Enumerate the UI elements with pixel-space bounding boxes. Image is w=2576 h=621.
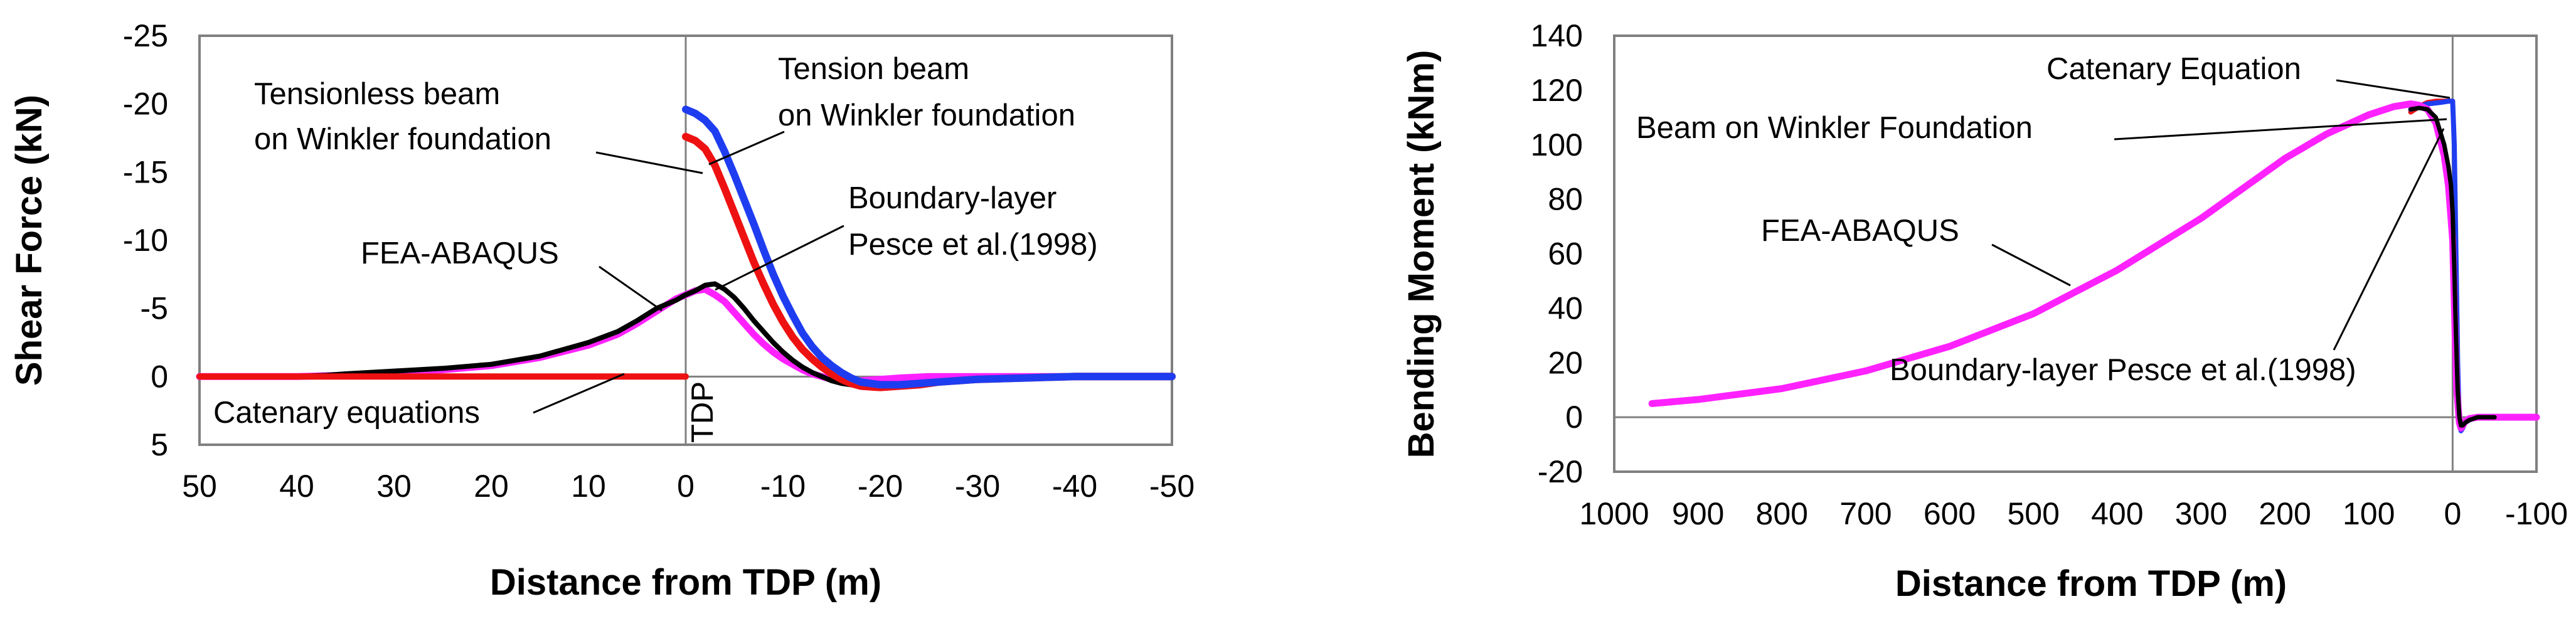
annotation-tensionless-line2: on Winkler foundation bbox=[254, 122, 551, 156]
annotation-fea-1-text: FEA-ABAQUS bbox=[361, 236, 559, 270]
annotation-winkler: Beam on Winkler Foundation bbox=[1636, 111, 2447, 145]
annotation-fea-2-text: FEA-ABAQUS bbox=[1761, 214, 1959, 248]
y-tick-label-2: 0 bbox=[1565, 400, 1583, 435]
x-tick-label-1: -50 bbox=[1149, 469, 1195, 504]
x-tick-label-1: -30 bbox=[955, 469, 1000, 504]
annotation-catenary-1-text: Catenary equations bbox=[213, 396, 480, 430]
annotation-boundary-layer-2: Boundary-layer Pesce et al.(1998) bbox=[1890, 128, 2445, 387]
x-tick-label-2: 300 bbox=[2175, 496, 2227, 531]
y-tick-label-1: -20 bbox=[123, 87, 168, 122]
x-tick-label-2: 1000 bbox=[1579, 496, 1649, 531]
y-tick-label-1: -15 bbox=[123, 154, 168, 189]
annotation-boundary-line2: Pesce et al.(1998) bbox=[848, 228, 1098, 262]
x-tick-label-1: 20 bbox=[474, 469, 509, 504]
series-line-tension-beam-on-winkler-foundation bbox=[682, 105, 1176, 389]
y-tick-label-2: 140 bbox=[1531, 18, 1583, 53]
x-tick-label-2: 600 bbox=[1924, 496, 1976, 531]
annotation-fea-2: FEA-ABAQUS bbox=[1761, 214, 2071, 287]
annotation-tension-line2: on Winkler foundation bbox=[778, 98, 1075, 132]
annotation-catenary-2-text: Catenary Equation bbox=[2046, 52, 2301, 86]
y-tick-label-2: -20 bbox=[1538, 454, 1583, 489]
x-axis-label-2: Distance from TDP (m) bbox=[1895, 563, 2287, 604]
y-tick-label-1: -25 bbox=[123, 18, 168, 53]
x-tick-label-1: -10 bbox=[760, 469, 806, 504]
annotation-boundary-2-text: Boundary-layer Pesce et al.(1998) bbox=[1890, 353, 2356, 387]
y-tick-label-1: 5 bbox=[151, 427, 168, 462]
y-tick-label-1: -10 bbox=[123, 223, 168, 258]
series-line-boundary-layer-pesce-et-al-1998 bbox=[2408, 105, 2497, 428]
annotation-tensionless: Tensionless beam on Winkler foundation bbox=[254, 77, 703, 174]
annotation-catenary-1: Catenary equations bbox=[213, 373, 625, 430]
x-tick-label-1: 40 bbox=[279, 469, 314, 504]
x-ticks-2: 1000 900 800 700 600 500 400 300 200 100 0 -100 bbox=[1579, 496, 2568, 531]
x-ticks-1: 50 40 30 20 10 0 -10 -20 -30 -40 -50 bbox=[182, 469, 1195, 504]
leader-tensionless bbox=[595, 151, 703, 174]
y-axis-label-2: Bending Moment (kNm) bbox=[1401, 50, 1442, 459]
annotation-boundary-line1: Boundary-layer bbox=[848, 181, 1056, 215]
x-tick-label-2: -100 bbox=[2505, 496, 2568, 531]
x-tick-label-2: 800 bbox=[1756, 496, 1808, 531]
series-group-1 bbox=[196, 105, 1176, 391]
x-tick-label-2: 200 bbox=[2259, 496, 2311, 531]
y-tick-label-2: 20 bbox=[1548, 345, 1583, 380]
y-ticks-1: -25 -20 -15 -10 -5 0 5 bbox=[123, 18, 168, 462]
x-tick-label-2: 100 bbox=[2343, 496, 2395, 531]
x-tick-label-1: -20 bbox=[858, 469, 903, 504]
x-tick-label-1: 0 bbox=[677, 469, 695, 504]
leader-tension bbox=[708, 130, 785, 166]
tdp-label: TDP bbox=[686, 381, 720, 443]
x-tick-label-1: 10 bbox=[571, 469, 606, 504]
leader-fea-1 bbox=[599, 265, 663, 312]
x-tick-label-1: 30 bbox=[376, 469, 412, 504]
y-tick-label-2: 100 bbox=[1531, 127, 1583, 162]
x-tick-label-2: 900 bbox=[1672, 496, 1724, 531]
y-tick-label-1: 0 bbox=[151, 359, 168, 394]
x-axis-label-1: Distance from TDP (m) bbox=[490, 562, 881, 603]
annotation-catenary-2: Catenary Equation bbox=[2046, 52, 2451, 99]
y-tick-label-2: 80 bbox=[1548, 182, 1583, 217]
plot-area-2 bbox=[1613, 34, 2538, 473]
shear-force-chart: -25-20-15-10-505 50 40 30 20 10 0 -10 -20 -30 -40… bbox=[9, 18, 1195, 603]
leader-boundary-2 bbox=[2333, 128, 2445, 351]
y-tick-label-1: -5 bbox=[141, 291, 168, 326]
x-tick-label-2: 500 bbox=[2007, 496, 2059, 531]
x-tick-label-2: 700 bbox=[1839, 496, 1892, 531]
annotation-boundary-layer-1: Boundary-layer Pesce et al.(1998) bbox=[715, 181, 1098, 291]
x-tick-label-2: 400 bbox=[2091, 496, 2143, 531]
annotation-winkler-text: Beam on Winkler Foundation bbox=[1636, 111, 2033, 145]
x-tick-label-1: -40 bbox=[1052, 469, 1097, 504]
x-tick-label-2: 0 bbox=[2444, 496, 2461, 531]
series-group-2 bbox=[1648, 98, 2540, 433]
y-tick-label-2: 120 bbox=[1531, 73, 1583, 108]
annotation-tension-line1: Tension beam bbox=[778, 52, 969, 86]
leader-catenary-2 bbox=[2336, 79, 2451, 99]
annotation-fea-1: FEA-ABAQUS bbox=[361, 236, 663, 312]
leader-winkler bbox=[2114, 118, 2447, 141]
x-tick-label-1: 50 bbox=[182, 469, 217, 504]
annotation-tensionless-line1: Tensionless beam bbox=[254, 77, 500, 111]
y-axis-label-1: Shear Force (kN) bbox=[9, 95, 50, 386]
leader-catenary-1 bbox=[533, 373, 625, 414]
annotation-tension: Tension beam on Winkler foundation bbox=[708, 52, 1075, 166]
y-ticks-2: -20 0 20 40 60 80 100 120 140 bbox=[1531, 18, 1583, 489]
y-tick-label-2: 40 bbox=[1548, 290, 1583, 326]
leader-boundary-1 bbox=[715, 225, 844, 291]
y-tick-label-2: 60 bbox=[1548, 236, 1583, 272]
leader-fea-2 bbox=[1991, 243, 2071, 287]
